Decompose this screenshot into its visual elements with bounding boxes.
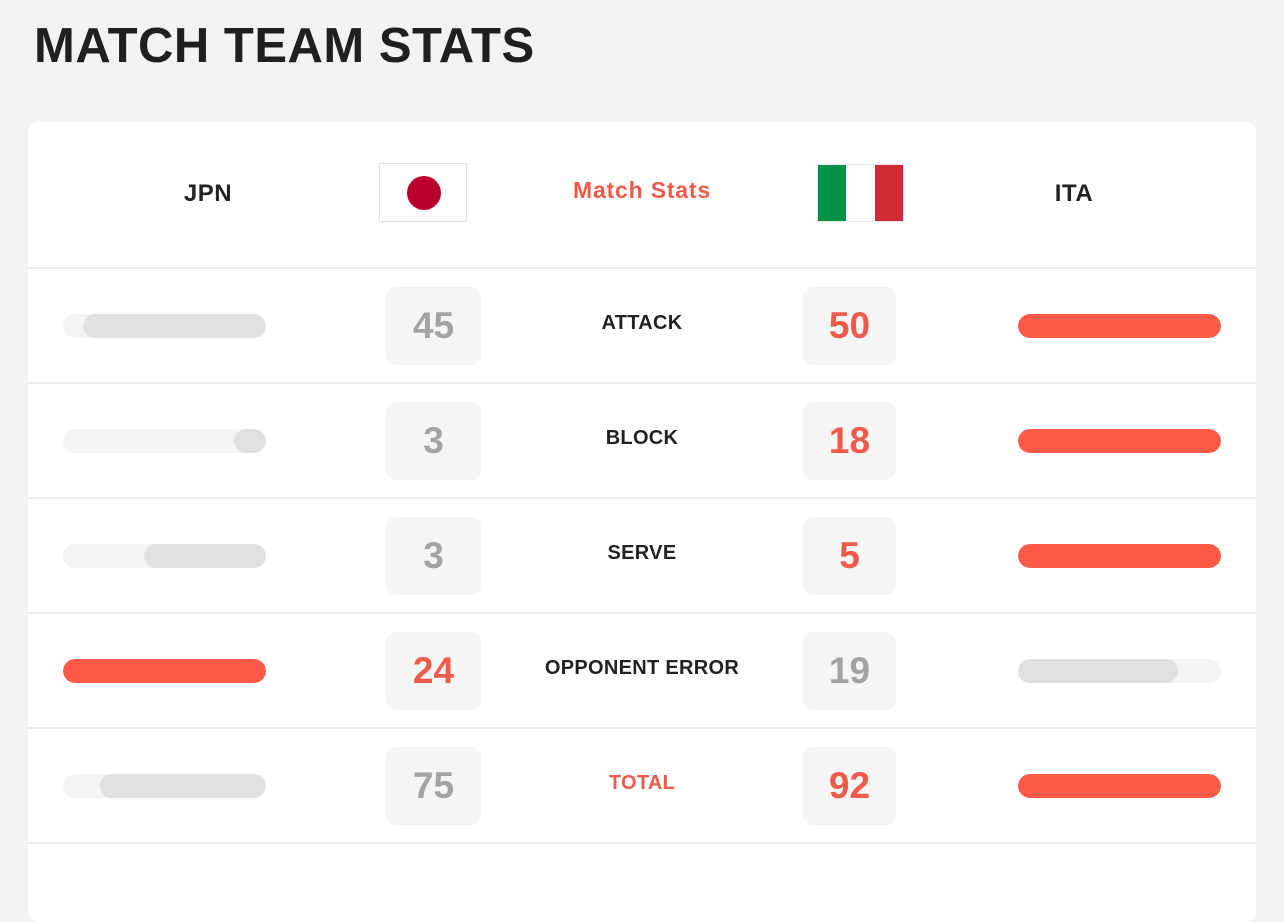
right-stat-bar-fill <box>1018 544 1221 568</box>
left-stat-bar <box>63 429 266 453</box>
right-stat-value: 19 <box>803 632 896 710</box>
stat-row: 75 TOTAL 92 <box>28 729 1256 844</box>
left-stat-value: 3 <box>386 517 481 595</box>
right-stat-bar-fill <box>1018 314 1221 338</box>
left-stat-bar-fill <box>63 659 266 683</box>
stat-label: OPPONENT ERROR <box>544 657 740 679</box>
left-stat-bar-fill <box>99 774 266 798</box>
right-stat-bar <box>1018 774 1221 798</box>
japan-flag-icon <box>379 163 467 222</box>
stat-label: ATTACK <box>601 312 683 334</box>
italy-flag-icon <box>817 164 904 222</box>
left-stat-bar <box>63 659 266 683</box>
right-stat-bar <box>1018 659 1221 683</box>
left-stat-value: 75 <box>386 747 481 825</box>
right-stat-value: 5 <box>803 517 896 595</box>
left-stat-bar <box>63 544 266 568</box>
right-stat-bar <box>1018 544 1221 568</box>
right-stat-bar <box>1018 314 1221 338</box>
stat-label: SERVE <box>607 542 677 564</box>
left-stat-value: 24 <box>386 632 481 710</box>
stat-row: 3 BLOCK 18 <box>28 384 1256 499</box>
left-stat-bar-fill <box>83 314 266 338</box>
left-stat-bar-fill <box>144 544 266 568</box>
left-team-code: JPN <box>183 180 233 207</box>
match-stats-label: Match Stats <box>573 177 711 203</box>
right-stat-bar-fill <box>1018 774 1221 798</box>
match-stats-card: JPN Match Stats ITA 45 ATTACK 50 3 BLOCK… <box>28 122 1256 922</box>
right-stat-bar-fill <box>1018 659 1179 683</box>
stat-label: TOTAL <box>608 772 676 794</box>
stat-row: 45 ATTACK 50 <box>28 269 1256 384</box>
left-stat-bar-fill <box>233 429 266 453</box>
stats-header: JPN Match Stats ITA <box>28 122 1256 269</box>
left-stat-bar <box>63 314 266 338</box>
stat-label: BLOCK <box>605 427 679 449</box>
left-stat-value: 3 <box>386 402 481 480</box>
right-stat-value: 18 <box>803 402 896 480</box>
left-stat-bar <box>63 774 266 798</box>
right-stat-bar <box>1018 429 1221 453</box>
stat-row: 3 SERVE 5 <box>28 499 1256 614</box>
right-stat-bar-fill <box>1018 429 1221 453</box>
left-stat-value: 45 <box>386 287 481 365</box>
right-stat-value: 92 <box>803 747 896 825</box>
right-stat-value: 50 <box>803 287 896 365</box>
stat-row: 24 OPPONENT ERROR 19 <box>28 614 1256 729</box>
page-title: MATCH TEAM STATS <box>34 19 535 73</box>
right-team-code: ITA <box>1054 180 1094 207</box>
